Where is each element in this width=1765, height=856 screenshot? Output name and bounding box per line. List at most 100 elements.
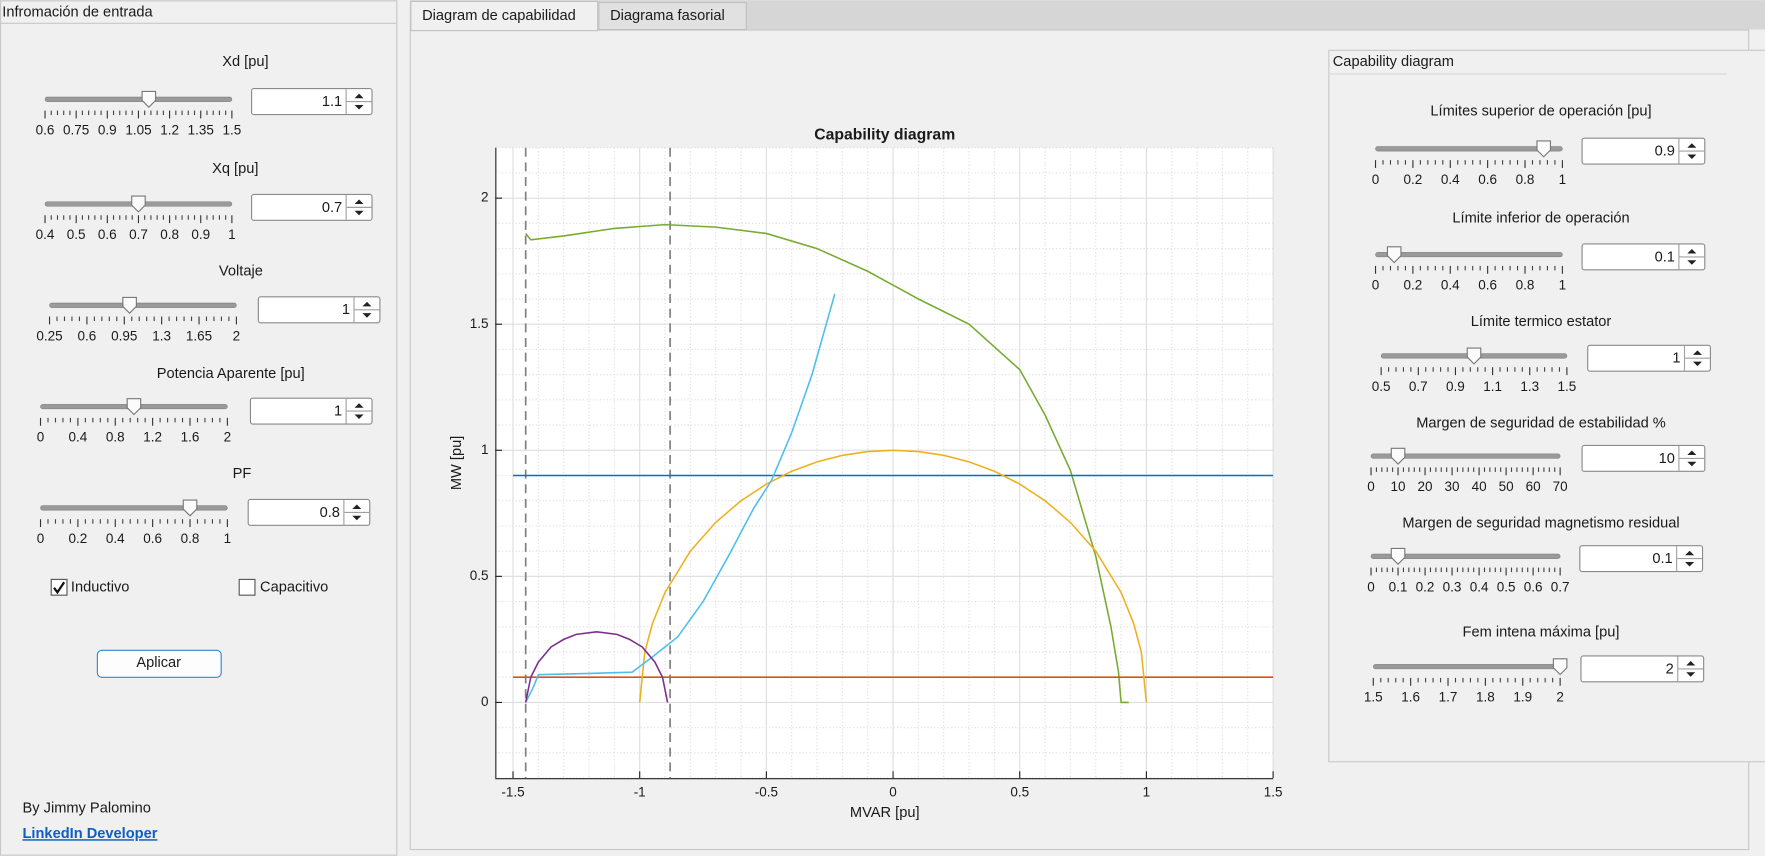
spinner-up[interactable] [352,504,362,510]
slider-tick-label: 0.4 [69,430,88,445]
series-line [524,631,669,703]
spinner-down[interactable] [1685,561,1695,567]
spinner-box[interactable] [1580,655,1705,683]
spinner-down[interactable] [1687,154,1697,159]
slider-tick-label: 1.5 [1364,690,1383,705]
spinner-up[interactable] [354,403,364,408]
x-tick-label: -1.5 [501,784,524,799]
spinner-box[interactable] [1581,243,1706,271]
slider-thumb[interactable] [1466,347,1482,365]
slider-thumb[interactable] [1536,140,1552,158]
slider-tick-label: 20 [1418,479,1433,494]
spinner-up[interactable] [1687,450,1697,456]
spinner-box[interactable] [251,193,373,221]
spinner-down[interactable] [1687,461,1697,467]
slider-track [1375,146,1563,152]
tab-label[interactable]: Diagrama fasorial [610,8,725,24]
spinner-box[interactable] [257,296,381,324]
slider-thumb[interactable] [1386,246,1402,264]
spinner-up[interactable] [362,301,372,307]
slider-track [1375,252,1563,258]
slider-thumb[interactable] [182,499,198,517]
spinner-value: 10 [1659,451,1675,467]
checkbox[interactable] [238,578,256,596]
slider-tick-label: 1.6 [1401,690,1420,705]
spinner-box[interactable] [249,397,373,425]
spinner-up[interactable] [1692,350,1702,355]
slider-tick-label: 60 [1526,479,1541,494]
spinner-value: 0.1 [1655,249,1675,265]
slider-tick-label: 1.9 [1513,690,1532,705]
slider-tick-label: 1.5 [222,122,241,137]
slider-tick-label: 0.9 [98,122,117,137]
group-box [1328,49,1765,763]
spinner-box[interactable] [251,88,373,116]
series-line [638,449,1148,703]
slider-tick-label: 0.7 [1409,379,1428,394]
apply-button[interactable] [96,649,222,678]
x-tick-label: 0 [889,784,897,799]
spinner-box[interactable] [1581,137,1706,165]
slider-label: Fem intena máxima [pu] [1463,625,1620,641]
spinner-down[interactable] [1692,361,1702,367]
slider-tick-label: 1.5 [1557,379,1576,394]
spinner-up[interactable] [1685,550,1695,556]
spinner-down[interactable] [354,414,364,419]
spinner-down[interactable] [1686,672,1696,677]
spinner-down[interactable] [354,210,364,216]
y-tick-label: 1 [481,442,489,457]
slider-thumb[interactable] [126,398,142,416]
spinner-down[interactable] [1687,260,1697,265]
generated: Xd [pu] 0.6 0.75 0.9 1.05 1.2 1.35 1.5 1.1 Xq [pu… [36,54,1711,799]
slider-tick-label: 0.4 [1441,172,1460,187]
spinner-up[interactable] [354,93,364,99]
y-tick-label: 0 [481,694,489,709]
checkbox-label[interactable]: Capacitivo [260,580,328,596]
slider-tick-label: 0.6 [98,227,117,242]
slider-thumb[interactable] [122,296,137,314]
checkbox-label[interactable]: Inductivo [71,580,130,596]
tab-label[interactable]: Diagram de capabilidad [422,8,576,24]
slider-track [1372,664,1561,670]
spinner-box[interactable] [1579,545,1704,573]
slider-thumb[interactable] [1390,447,1406,465]
slider-tick-label: 0.2 [1416,579,1435,594]
spinner-down[interactable] [362,313,372,318]
spinner-down[interactable] [354,104,364,110]
slider-thumb[interactable] [141,90,157,108]
tab[interactable] [598,1,747,31]
y-tick-label: 0.5 [470,568,489,583]
slider-tick-label: 0.6 [1478,172,1497,187]
checkbox[interactable] [50,578,68,596]
slider-tick-label: 0.9 [191,227,210,242]
slider-thumb[interactable] [1552,658,1568,676]
spinner-box[interactable] [1587,344,1711,372]
spinner-value: 1 [1672,351,1680,367]
spinner-value: 0.1 [1652,551,1672,567]
slider-label: Límites superior de operación [pu] [1430,104,1651,120]
spinner-box[interactable] [247,498,371,526]
y-axis-label: MW [pu] [449,436,465,490]
tab-active[interactable] [410,0,599,32]
slider-label: Potencia Aparente [pu] [157,366,305,382]
slider-tick-label: 1 [224,531,232,546]
slider-track [1370,553,1561,559]
spinner-up[interactable] [1687,143,1697,148]
spinner-down[interactable] [352,515,362,521]
slider-tick-label: 1.3 [1520,379,1539,394]
button-label[interactable]: Aplicar [136,655,181,671]
spinner-up[interactable] [1686,661,1696,666]
slider-thumb[interactable] [131,195,146,213]
spinner-box[interactable] [1581,444,1706,472]
slider-tick-label: 0.5 [1497,579,1516,594]
slider-thumb[interactable] [1390,547,1406,565]
spinner-up[interactable] [354,199,364,204]
slider-tick-label: 0.4 [1470,579,1489,594]
spinner-up[interactable] [1687,249,1697,254]
slider-track [40,505,228,511]
slider-tick-label: 0 [1372,172,1380,187]
checkmark [53,581,66,595]
group-title: Capability diagram [1333,54,1454,70]
link[interactable]: LinkedIn Developer [23,826,158,842]
